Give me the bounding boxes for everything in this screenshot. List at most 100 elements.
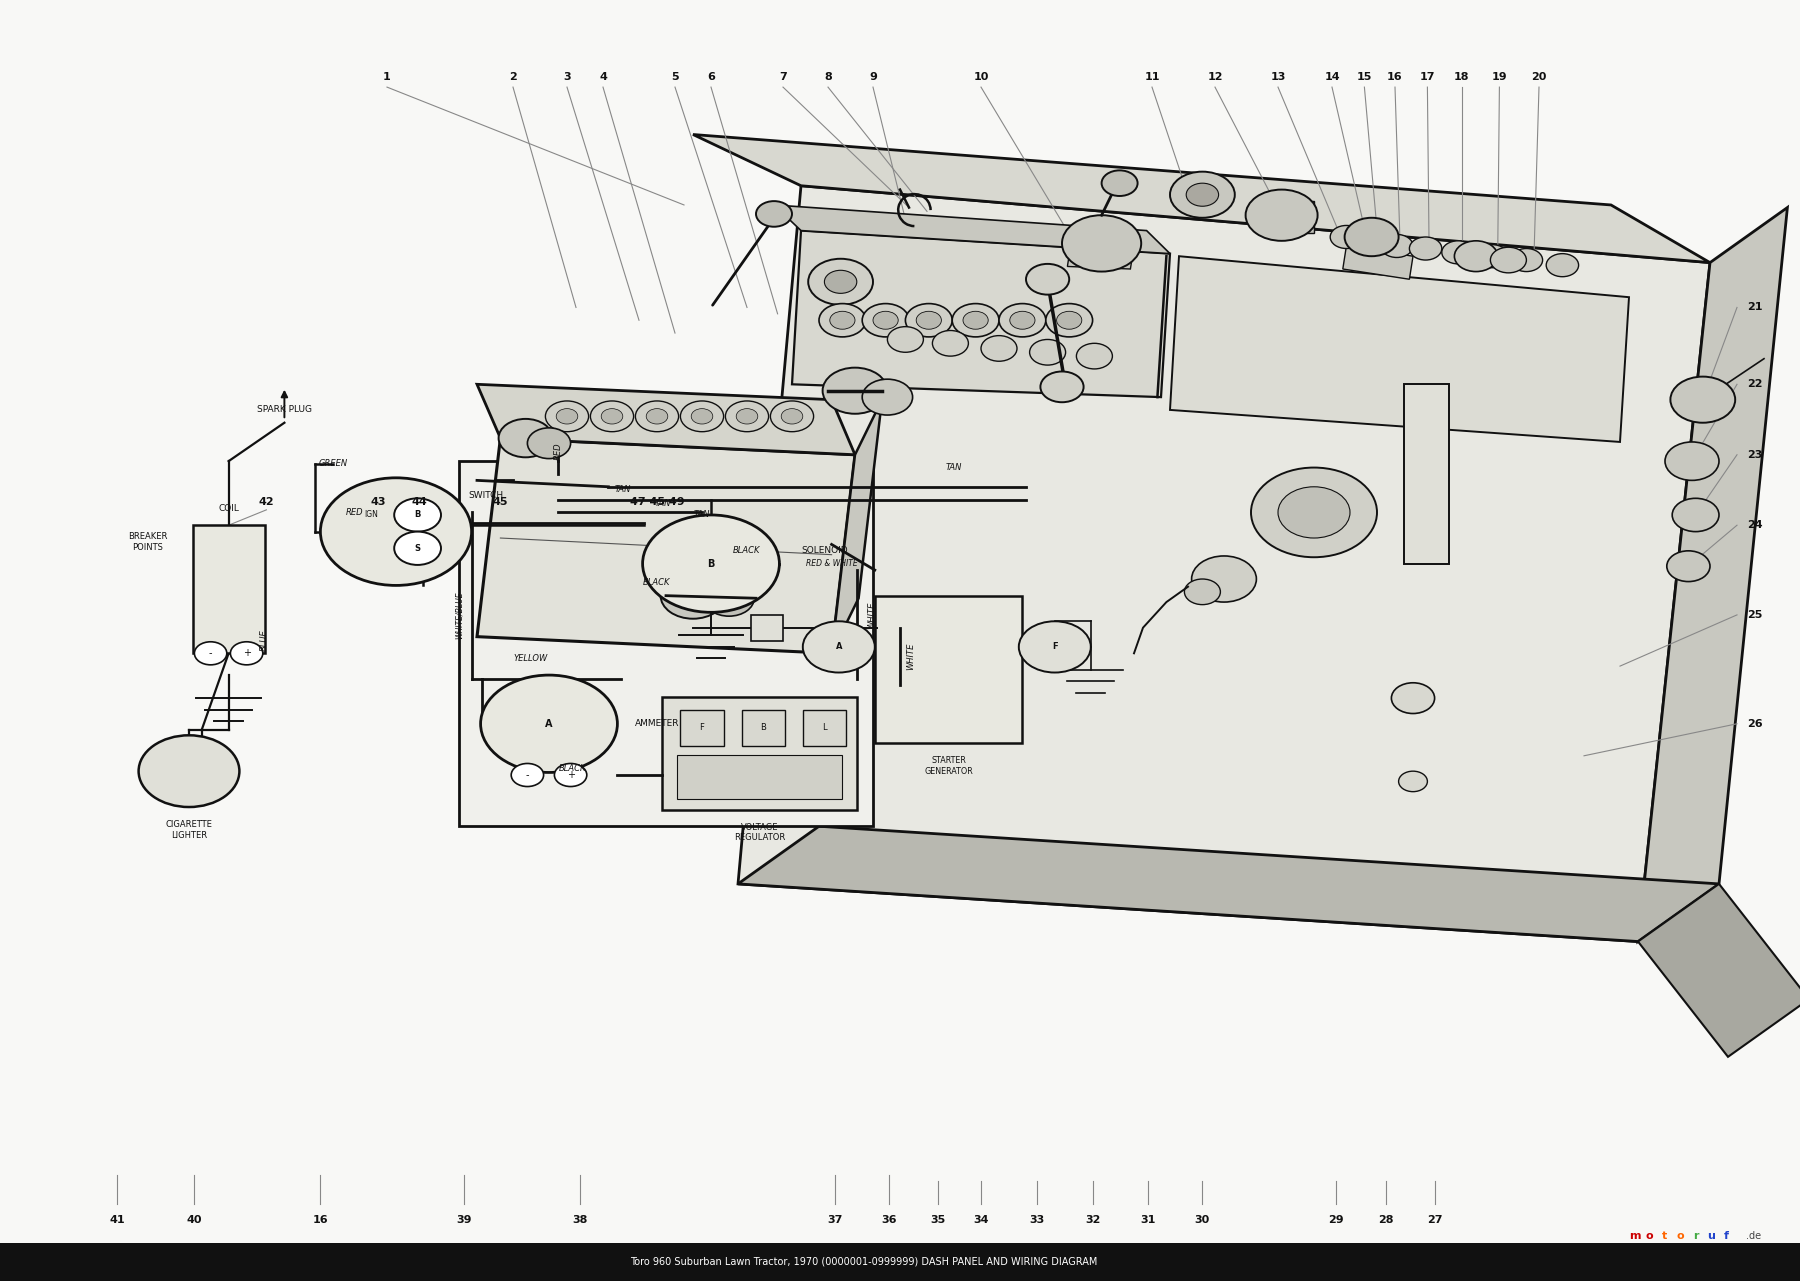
Bar bbox=[193, 525, 265, 653]
Text: 9: 9 bbox=[869, 72, 877, 82]
Circle shape bbox=[1170, 172, 1235, 218]
Circle shape bbox=[963, 311, 988, 329]
Circle shape bbox=[527, 428, 571, 459]
Circle shape bbox=[1442, 241, 1474, 264]
Circle shape bbox=[1391, 683, 1435, 714]
Text: 7: 7 bbox=[779, 72, 787, 82]
Text: 8: 8 bbox=[824, 72, 832, 82]
Text: r: r bbox=[1692, 1231, 1699, 1241]
Circle shape bbox=[905, 304, 952, 337]
Circle shape bbox=[1102, 170, 1138, 196]
Text: 12: 12 bbox=[1208, 72, 1222, 82]
Circle shape bbox=[635, 401, 679, 432]
Circle shape bbox=[1278, 487, 1350, 538]
Text: o: o bbox=[1645, 1231, 1654, 1241]
Text: 16: 16 bbox=[313, 1214, 328, 1225]
Text: .de: .de bbox=[1746, 1231, 1760, 1241]
Circle shape bbox=[643, 515, 779, 612]
Text: BREAKER
POINTS: BREAKER POINTS bbox=[128, 532, 167, 552]
Circle shape bbox=[1399, 771, 1427, 792]
Circle shape bbox=[736, 409, 758, 424]
Text: -: - bbox=[526, 770, 529, 780]
Text: u: u bbox=[1706, 1231, 1715, 1241]
Text: TAN: TAN bbox=[945, 462, 963, 473]
Text: F: F bbox=[1051, 642, 1058, 652]
Text: STARTER
GENERATOR: STARTER GENERATOR bbox=[923, 756, 974, 776]
Circle shape bbox=[887, 327, 923, 352]
Polygon shape bbox=[1638, 208, 1787, 942]
Text: F: F bbox=[700, 722, 704, 733]
Circle shape bbox=[1192, 556, 1256, 602]
Text: A: A bbox=[545, 719, 553, 729]
Circle shape bbox=[1546, 254, 1579, 277]
Text: 10: 10 bbox=[974, 72, 988, 82]
Circle shape bbox=[725, 401, 769, 432]
Circle shape bbox=[756, 201, 792, 227]
Bar bbox=[0, 1243, 1800, 1281]
Circle shape bbox=[1026, 264, 1069, 295]
Text: WHITE/BLUE: WHITE/BLUE bbox=[454, 591, 464, 639]
Text: WHITE: WHITE bbox=[905, 642, 914, 670]
Text: CIGARETTE
LIGHTER: CIGARETTE LIGHTER bbox=[166, 820, 212, 840]
Text: 35: 35 bbox=[931, 1214, 945, 1225]
Circle shape bbox=[1251, 468, 1377, 557]
Text: BLUE: BLUE bbox=[259, 630, 270, 651]
Text: 34: 34 bbox=[974, 1214, 988, 1225]
Text: BLACK: BLACK bbox=[558, 763, 587, 774]
Text: 13: 13 bbox=[1271, 72, 1285, 82]
Circle shape bbox=[511, 763, 544, 787]
Circle shape bbox=[1409, 237, 1442, 260]
Text: 36: 36 bbox=[882, 1214, 896, 1225]
Circle shape bbox=[1381, 234, 1413, 257]
Circle shape bbox=[1667, 551, 1710, 582]
Bar bbox=[677, 755, 842, 799]
Circle shape bbox=[230, 642, 263, 665]
Bar bbox=[459, 461, 873, 826]
Polygon shape bbox=[738, 186, 1710, 942]
Text: AMMETER: AMMETER bbox=[635, 719, 680, 729]
Circle shape bbox=[601, 409, 623, 424]
Polygon shape bbox=[832, 400, 882, 653]
Text: L: L bbox=[823, 722, 826, 733]
Circle shape bbox=[1345, 218, 1399, 256]
Text: 22: 22 bbox=[1748, 379, 1762, 389]
Circle shape bbox=[554, 763, 587, 787]
Text: RED: RED bbox=[554, 442, 562, 460]
Text: o: o bbox=[1676, 1231, 1685, 1241]
Circle shape bbox=[139, 735, 239, 807]
Circle shape bbox=[499, 419, 553, 457]
Circle shape bbox=[1019, 621, 1091, 673]
Circle shape bbox=[394, 532, 441, 565]
Circle shape bbox=[1030, 339, 1066, 365]
Text: 16: 16 bbox=[1388, 72, 1402, 82]
Circle shape bbox=[590, 401, 634, 432]
Circle shape bbox=[952, 304, 999, 337]
Text: 4: 4 bbox=[599, 72, 607, 82]
Text: TAN: TAN bbox=[693, 510, 711, 520]
Text: WHITE: WHITE bbox=[868, 601, 875, 629]
Text: 26: 26 bbox=[1748, 719, 1762, 729]
Circle shape bbox=[824, 270, 857, 293]
Text: 30: 30 bbox=[1195, 1214, 1210, 1225]
Text: VOLTAGE
REGULATOR: VOLTAGE REGULATOR bbox=[734, 822, 785, 843]
Text: 5: 5 bbox=[671, 72, 679, 82]
Circle shape bbox=[916, 311, 941, 329]
Bar bbox=[751, 615, 783, 640]
Polygon shape bbox=[477, 384, 855, 455]
Circle shape bbox=[1076, 343, 1112, 369]
Circle shape bbox=[1062, 215, 1141, 272]
Circle shape bbox=[873, 311, 898, 329]
Text: 39: 39 bbox=[457, 1214, 472, 1225]
Text: SPARK PLUG: SPARK PLUG bbox=[257, 405, 311, 415]
Text: 45: 45 bbox=[493, 497, 508, 507]
Circle shape bbox=[556, 409, 578, 424]
Text: 28: 28 bbox=[1379, 1214, 1393, 1225]
Text: TAN: TAN bbox=[614, 484, 632, 494]
Text: 47 45 49: 47 45 49 bbox=[630, 497, 684, 507]
Text: B: B bbox=[760, 722, 767, 733]
Circle shape bbox=[862, 304, 909, 337]
Text: 40: 40 bbox=[187, 1214, 202, 1225]
Text: RED: RED bbox=[346, 507, 364, 518]
Text: f: f bbox=[1724, 1231, 1728, 1241]
Text: 37: 37 bbox=[828, 1214, 842, 1225]
